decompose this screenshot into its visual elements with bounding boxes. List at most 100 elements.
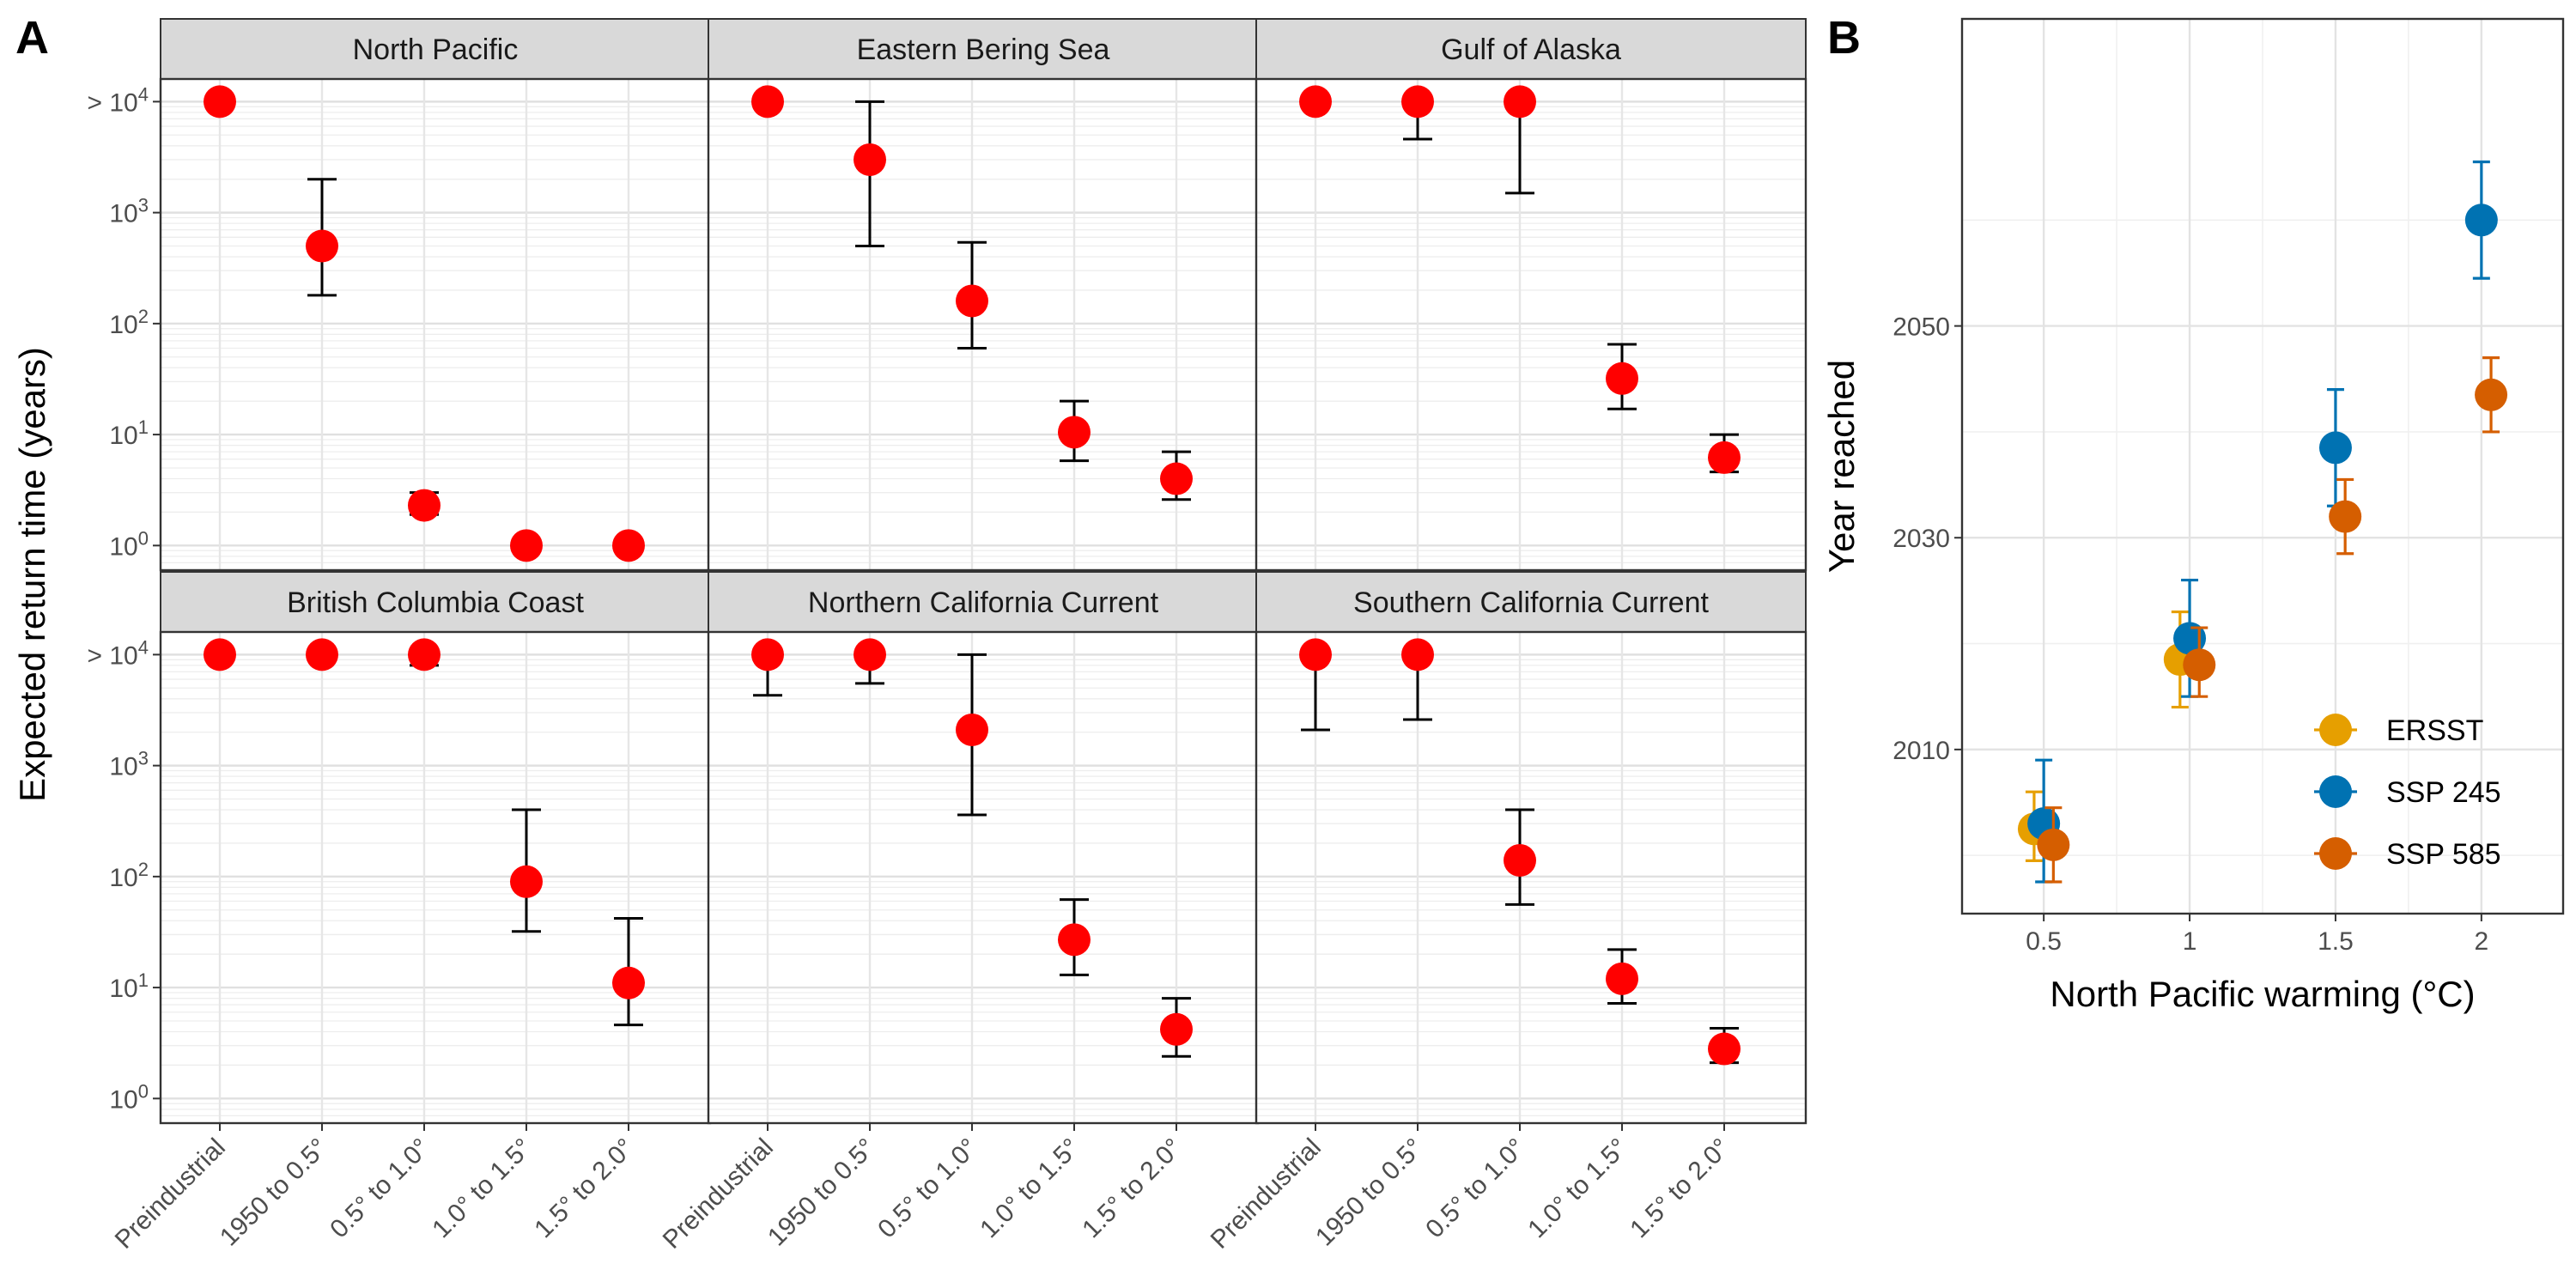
data-point-4 bbox=[2464, 204, 2498, 237]
facet-british-columbia-coast: British Columbia Coast 100 101 102 103 > 104 P… bbox=[88, 571, 712, 1255]
y-tick-label: 101 bbox=[109, 416, 149, 450]
data-point-2 bbox=[306, 229, 338, 263]
x-axis-ticks: 0.5 1 1.5 2 bbox=[2026, 914, 2488, 956]
data-point-1 bbox=[1299, 85, 1332, 118]
y-tick-label: 102 bbox=[109, 859, 149, 892]
data-point-1 bbox=[751, 85, 784, 118]
panel-b-label: B bbox=[1827, 12, 1861, 64]
facet-title: Southern California Current bbox=[1353, 586, 1709, 619]
y-tick-label: 2050 bbox=[1893, 313, 1950, 342]
legend-key-marker bbox=[2319, 837, 2352, 870]
legend-item-ssp-585: SSP 585 bbox=[2314, 837, 2501, 871]
x-tick-label: 1.5° to 2.0° bbox=[1625, 1133, 1735, 1244]
x-tick-label: 1.0° to 1.5° bbox=[1522, 1133, 1633, 1244]
y-axis-title: Expected return time (years) bbox=[12, 347, 52, 802]
y-tick-label: 100 bbox=[109, 1080, 149, 1114]
data-point-4 bbox=[1606, 361, 1638, 395]
facet-strip bbox=[1255, 18, 1807, 80]
y-tick-label: > 104 bbox=[88, 83, 149, 117]
data-point-3 bbox=[408, 638, 440, 671]
facet-strip bbox=[160, 18, 711, 80]
data-point-5 bbox=[1708, 1032, 1741, 1066]
y-axis-ticks: 100 101 102 103 > 104 bbox=[88, 636, 161, 1114]
panel-border bbox=[1255, 630, 1807, 1125]
figure-labels: A B bbox=[15, 12, 1861, 64]
data-point-1 bbox=[204, 85, 236, 118]
facet-strip bbox=[1255, 571, 1807, 633]
panel-border bbox=[1255, 77, 1807, 572]
legend-label: ERSST bbox=[2386, 714, 2483, 747]
x-tick-label: 0.5° to 1.0° bbox=[872, 1133, 983, 1244]
data-point-3 bbox=[408, 489, 440, 522]
data-point-2 bbox=[2173, 622, 2207, 655]
x-tick-label: 1950 to 0.5° bbox=[1310, 1133, 1429, 1252]
legend: ERSST SSP 245 SSP 585 bbox=[2314, 714, 2501, 871]
x-tick-label: 1.0° to 1.5° bbox=[975, 1133, 1085, 1244]
series-ssp-585 bbox=[2037, 356, 2508, 884]
data-point-2 bbox=[2183, 648, 2216, 682]
data-point-4 bbox=[1058, 416, 1091, 449]
y-tick-label: 103 bbox=[109, 195, 149, 228]
x-tick-label: 1.5 bbox=[2318, 927, 2354, 956]
data-point-5 bbox=[612, 529, 645, 562]
legend-key-marker bbox=[2319, 714, 2352, 746]
x-tick-label: 2 bbox=[2475, 927, 2489, 956]
data-point-1 bbox=[1299, 638, 1332, 671]
y-tick-label: 2030 bbox=[1893, 525, 1950, 553]
y-tick-label: 2010 bbox=[1893, 737, 1950, 765]
x-tick-label: 0.5° to 1.0° bbox=[1420, 1133, 1531, 1244]
data-point-3 bbox=[1504, 85, 1536, 118]
facet-north-pacific: North Pacific 100 101 102 103 > 104 bbox=[88, 18, 712, 572]
x-tick-label: 1.5° to 2.0° bbox=[1077, 1133, 1188, 1244]
y-tick-label: 100 bbox=[109, 527, 149, 561]
y-axis-title: Year reached bbox=[1821, 360, 1862, 573]
facet-title: Northern California Current bbox=[808, 586, 1159, 619]
data-point-2 bbox=[1401, 85, 1434, 118]
x-tick-label: Preindustrial bbox=[110, 1133, 231, 1255]
y-tick-label: 102 bbox=[109, 306, 149, 339]
data-point-4 bbox=[1058, 923, 1091, 957]
y-tick-label: > 104 bbox=[88, 636, 149, 670]
x-axis-title: North Pacific warming (°C) bbox=[2050, 974, 2475, 1014]
data-point-3 bbox=[2318, 431, 2352, 465]
y-tick-label: 101 bbox=[109, 969, 149, 1003]
y-axis-ticks: 2010 2030 2050 bbox=[1893, 313, 1962, 765]
facet-eastern-bering-sea: Eastern Bering Sea bbox=[707, 18, 1260, 572]
x-tick-label: 1.5° to 2.0° bbox=[529, 1133, 640, 1244]
panel-a-label: A bbox=[15, 12, 49, 64]
x-tick-label: 1.0° to 1.5° bbox=[427, 1133, 538, 1244]
data-point-5 bbox=[1708, 440, 1741, 474]
facet-strip bbox=[708, 18, 1259, 80]
data-point-5 bbox=[1160, 1012, 1193, 1046]
facet-title: British Columbia Coast bbox=[287, 586, 584, 619]
x-tick-label: 0.5° to 1.0° bbox=[325, 1133, 435, 1244]
facet-gulf-of-alaska: Gulf of Alaska bbox=[1255, 18, 1807, 572]
panel-border bbox=[1960, 17, 2565, 915]
gridlines bbox=[1256, 632, 1806, 1124]
x-tick-label: Preindustrial bbox=[658, 1133, 779, 1255]
facet-southern-california-current: Southern California Current Preindustrial… bbox=[1206, 571, 1807, 1255]
data-point-1 bbox=[204, 638, 236, 671]
data-point-3 bbox=[2329, 500, 2362, 533]
data-point-4 bbox=[1606, 962, 1638, 995]
legend-label: SSP 585 bbox=[2386, 838, 2501, 871]
facet-northern-california-current: Northern California Current Preindustrial… bbox=[658, 571, 1260, 1255]
legend-item-ersst: ERSST bbox=[2314, 714, 2483, 747]
data-point-5 bbox=[1160, 462, 1193, 495]
facet-title: North Pacific bbox=[353, 33, 519, 66]
data-point-1 bbox=[2037, 828, 2070, 861]
x-tick-label: 1950 to 0.5° bbox=[762, 1133, 881, 1252]
data-point-3 bbox=[956, 713, 988, 746]
facet-strip bbox=[708, 571, 1259, 633]
data-point-2 bbox=[854, 143, 886, 176]
legend-key-marker bbox=[2319, 775, 2352, 808]
x-tick-label: 1950 to 0.5° bbox=[215, 1133, 333, 1252]
panel-a: North Pacific 100 101 102 103 > 104 Eastern Be… bbox=[12, 18, 1807, 1255]
data-point-3 bbox=[1504, 843, 1536, 877]
x-tick-label: 0.5 bbox=[2026, 927, 2062, 956]
